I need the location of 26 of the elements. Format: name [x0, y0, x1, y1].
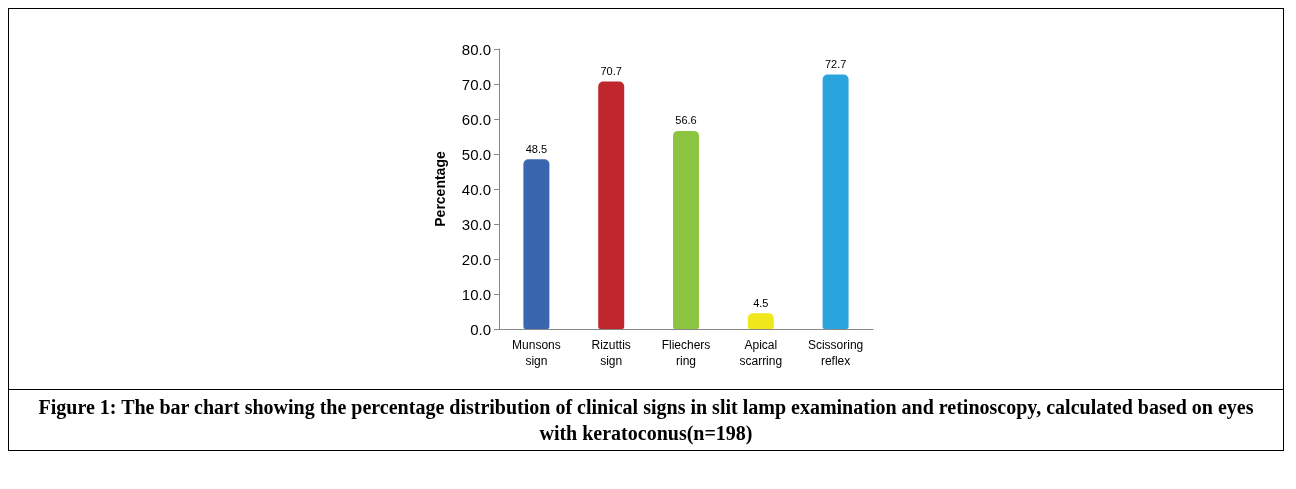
y-tick-label: 60.0 — [461, 110, 491, 128]
y-tick-label: 80.0 — [461, 40, 491, 58]
y-tick-label: 40.0 — [461, 180, 491, 198]
bar — [598, 81, 625, 329]
y-tick-label: 30.0 — [461, 215, 491, 233]
y-tick-label: 50.0 — [461, 145, 491, 163]
data-label: 72.7 — [824, 58, 847, 71]
x-tick-label: Munsons sign — [512, 338, 561, 368]
data-label: 48.5 — [525, 142, 548, 155]
bar — [523, 159, 550, 329]
y-tick-label: 0.0 — [470, 320, 491, 338]
bar — [673, 130, 699, 329]
x-tick-label: Fliechers ring — [661, 338, 711, 368]
y-tick-label: 70.0 — [461, 75, 491, 93]
x-tick-label: Scissoring reflex — [807, 338, 864, 368]
y-tick-label: 20.0 — [461, 250, 491, 268]
data-label: 4.5 — [753, 296, 769, 309]
y-tick-label: 10.0 — [461, 285, 491, 303]
x-tick-label: Rizuttis sign — [591, 338, 631, 368]
bar — [747, 313, 774, 329]
data-label: 70.7 — [600, 65, 622, 78]
caption: Figure 1: The bar chart showing the percentage distribution of clinical signs in slit lamp examination and retinoscopy, calculated based on eyes with keratoconus(n=198) — [9, 389, 1283, 450]
y-axis-title: Percentage — [432, 151, 448, 227]
data-label: 56.6 — [675, 114, 697, 127]
x-tick-label: Apical scarring — [739, 338, 783, 368]
bar — [822, 74, 849, 329]
